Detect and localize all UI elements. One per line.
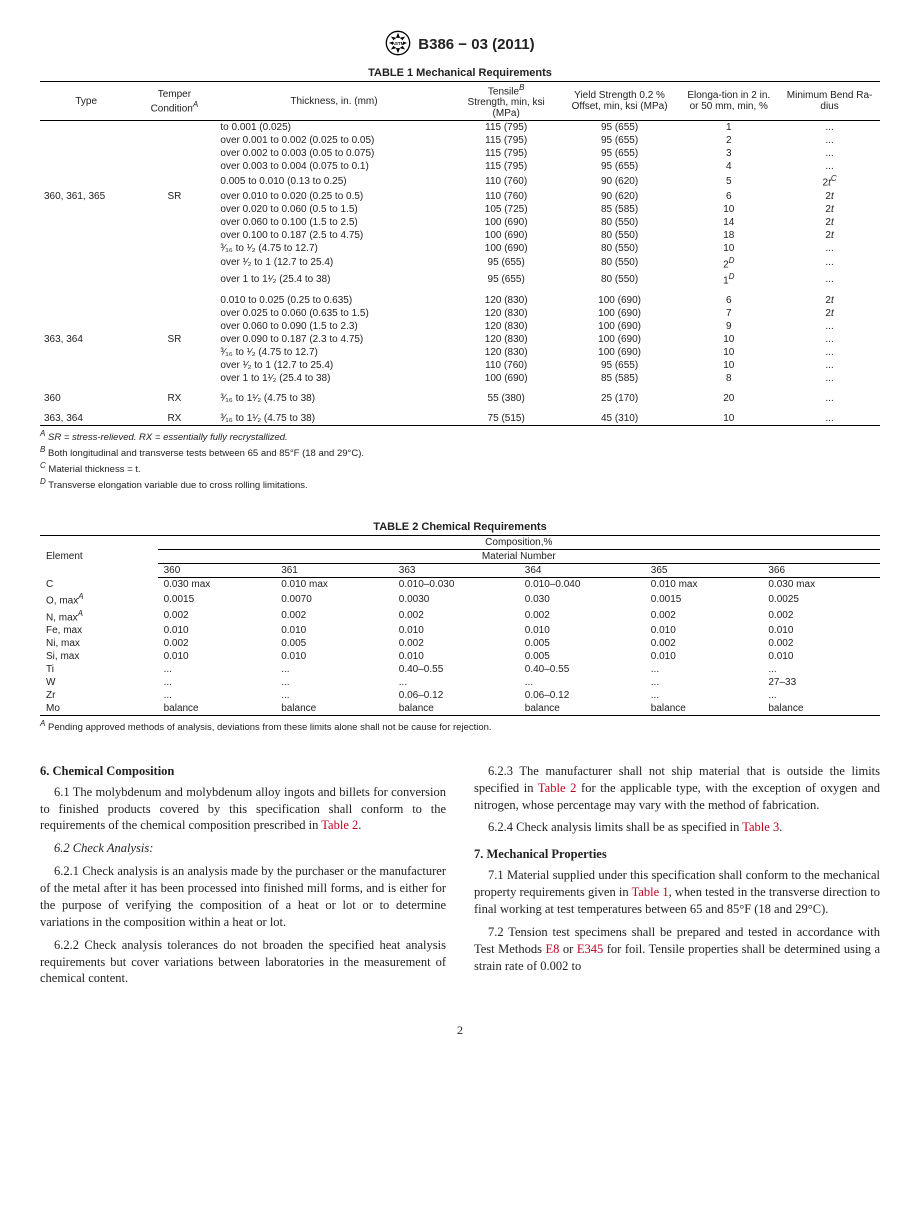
para-6-2-2: 6.2.2 Check analysis tolerances do not b…	[40, 937, 446, 988]
col-tensile: TensileBStrength, min, ksi (MPa)	[452, 82, 561, 121]
table-row: Zr......0.06–0.120.06–0.12......	[40, 689, 880, 702]
col-363: 363	[393, 564, 519, 578]
para-7-1: 7.1 Material supplied under this specifi…	[474, 867, 880, 918]
link-table2[interactable]: Table 2	[321, 818, 358, 832]
col-yield: Yield Strength 0.2 % Offset, min, ksi (M…	[561, 82, 679, 121]
sec6-head: 6. Chemical Composition	[40, 763, 446, 780]
body-text: 6. Chemical Composition 6.1 The molybden…	[40, 763, 880, 994]
table-row: O, maxA0.00150.00700.00300.0300.00150.00…	[40, 591, 880, 607]
col-bend: Minimum Bend Ra-dius	[779, 82, 880, 121]
table-row: Mobalancebalancebalancebalancebalancebal…	[40, 702, 880, 716]
link-table3[interactable]: Table 3	[742, 820, 779, 834]
table2-footnotes: A Pending approved methods of analysis, …	[40, 719, 880, 735]
para-7-2: 7.2 Tension test specimens shall be prep…	[474, 924, 880, 975]
col-matnum: Material Number	[158, 550, 880, 564]
col-361: 361	[275, 564, 393, 578]
link-table1[interactable]: Table 1	[632, 885, 669, 899]
table-row: to 0.001 (0.025)115 (795)95 (655)1...	[40, 121, 880, 135]
right-column: 6.2.3 The manufacturer shall not ship ma…	[474, 763, 880, 994]
page-number: 2	[40, 1023, 880, 1038]
standard-title: B386 − 03 (2011)	[418, 36, 534, 53]
table-row: over 0.100 to 0.187 (2.5 to 4.75)100 (69…	[40, 229, 880, 242]
table2-caption: TABLE 2 Chemical Requirements	[40, 521, 880, 533]
sec7-head: 7. Mechanical Properties	[474, 846, 880, 863]
col-temper: Temper ConditionA	[132, 82, 216, 121]
table-row: 360RX³⁄₁₆ to 1¹⁄₂ (4.75 to 38)55 (380)25…	[40, 385, 880, 405]
table-row: over 0.060 to 0.090 (1.5 to 2.3)120 (830…	[40, 320, 880, 333]
para-6-2-3: 6.2.3 The manufacturer shall not ship ma…	[474, 763, 880, 814]
table1-mechanical: Type Temper ConditionA Thickness, in. (m…	[40, 81, 880, 426]
table-row: Fe, max0.0100.0100.0100.0100.0100.010	[40, 624, 880, 637]
table1-footnotes: A SR = stress-relieved. RX = essentially…	[40, 429, 880, 493]
table-row: 0.005 to 0.010 (0.13 to 0.25)110 (760)90…	[40, 173, 880, 189]
table-row: over 0.025 to 0.060 (0.635 to 1.5)120 (8…	[40, 307, 880, 320]
table-row: 360, 361, 365SRover 0.010 to 0.020 (0.25…	[40, 190, 880, 203]
table-row: over ¹⁄₂ to 1 (12.7 to 25.4)110 (760)95 …	[40, 359, 880, 372]
astm-logo: ASTM	[385, 30, 411, 59]
table-row: W...............27–33	[40, 676, 880, 689]
col-thickness: Thickness, in. (mm)	[216, 82, 451, 121]
table-row: over ¹⁄₂ to 1 (12.7 to 25.4)95 (655)80 (…	[40, 255, 880, 271]
table-row: over 1 to 1¹⁄₂ (25.4 to 38)100 (690)85 (…	[40, 372, 880, 385]
col-elong: Elonga-tion in 2 in. or 50 mm, min, %	[678, 82, 779, 121]
table-row: 363, 364SRover 0.090 to 0.187 (2.3 to 4.…	[40, 333, 880, 346]
para-6-2: 6.2 Check Analysis:	[40, 840, 446, 857]
table-row: N, maxA0.0020.0020.0020.0020.0020.002	[40, 608, 880, 624]
link-e345[interactable]: E345	[577, 942, 603, 956]
col-364: 364	[519, 564, 645, 578]
col-365: 365	[645, 564, 763, 578]
table-row: 363, 364RX³⁄₁₆ to 1¹⁄₂ (4.75 to 38)75 (5…	[40, 405, 880, 426]
table-row: C0.030 max0.010 max0.010–0.0300.010–0.04…	[40, 578, 880, 592]
table-row: Ni, max0.0020.0050.0020.0050.0020.002	[40, 637, 880, 650]
table-row: over 0.003 to 0.004 (0.075 to 0.1)115 (7…	[40, 160, 880, 173]
col-366: 366	[762, 564, 880, 578]
col-type: Type	[40, 82, 132, 121]
link-table2b[interactable]: Table 2	[538, 781, 576, 795]
table-row: over 0.060 to 0.100 (1.5 to 2.5)100 (690…	[40, 216, 880, 229]
table-row: over 0.020 to 0.060 (0.5 to 1.5)105 (725…	[40, 203, 880, 216]
table2-chemical: Element Composition,% Material Number 36…	[40, 535, 880, 716]
table-row: ³⁄₁₆ to ¹⁄₂ (4.75 to 12.7)120 (830)100 (…	[40, 346, 880, 359]
table-row: over 0.001 to 0.002 (0.025 to 0.05)115 (…	[40, 134, 880, 147]
table-row: ³⁄₁₆ to ¹⁄₂ (4.75 to 12.7)100 (690)80 (5…	[40, 242, 880, 255]
table-row: over 1 to 1¹⁄₂ (25.4 to 38)95 (655)80 (5…	[40, 271, 880, 287]
para-6-1: 6.1 The molybdenum and molybdenum alloy …	[40, 784, 446, 835]
page-header: ASTM B386 − 03 (2011)	[40, 30, 880, 59]
table-row: over 0.002 to 0.003 (0.05 to 0.075)115 (…	[40, 147, 880, 160]
col-composition: Composition,%	[158, 536, 880, 550]
para-6-2-1: 6.2.1 Check analysis is an analysis made…	[40, 863, 446, 931]
left-column: 6. Chemical Composition 6.1 The molybden…	[40, 763, 446, 994]
table1-caption: TABLE 1 Mechanical Requirements	[40, 67, 880, 79]
table-row: Si, max0.0100.0100.0100.0050.0100.010	[40, 650, 880, 663]
table-row: 0.010 to 0.025 (0.25 to 0.635)120 (830)1…	[40, 287, 880, 307]
para-6-2-4: 6.2.4 Check analysis limits shall be as …	[474, 819, 880, 836]
col-element: Element	[40, 536, 158, 578]
link-e8[interactable]: E8	[545, 942, 559, 956]
svg-text:ASTM: ASTM	[392, 41, 405, 46]
table-row: Ti......0.40–0.550.40–0.55......	[40, 663, 880, 676]
col-360: 360	[158, 564, 276, 578]
